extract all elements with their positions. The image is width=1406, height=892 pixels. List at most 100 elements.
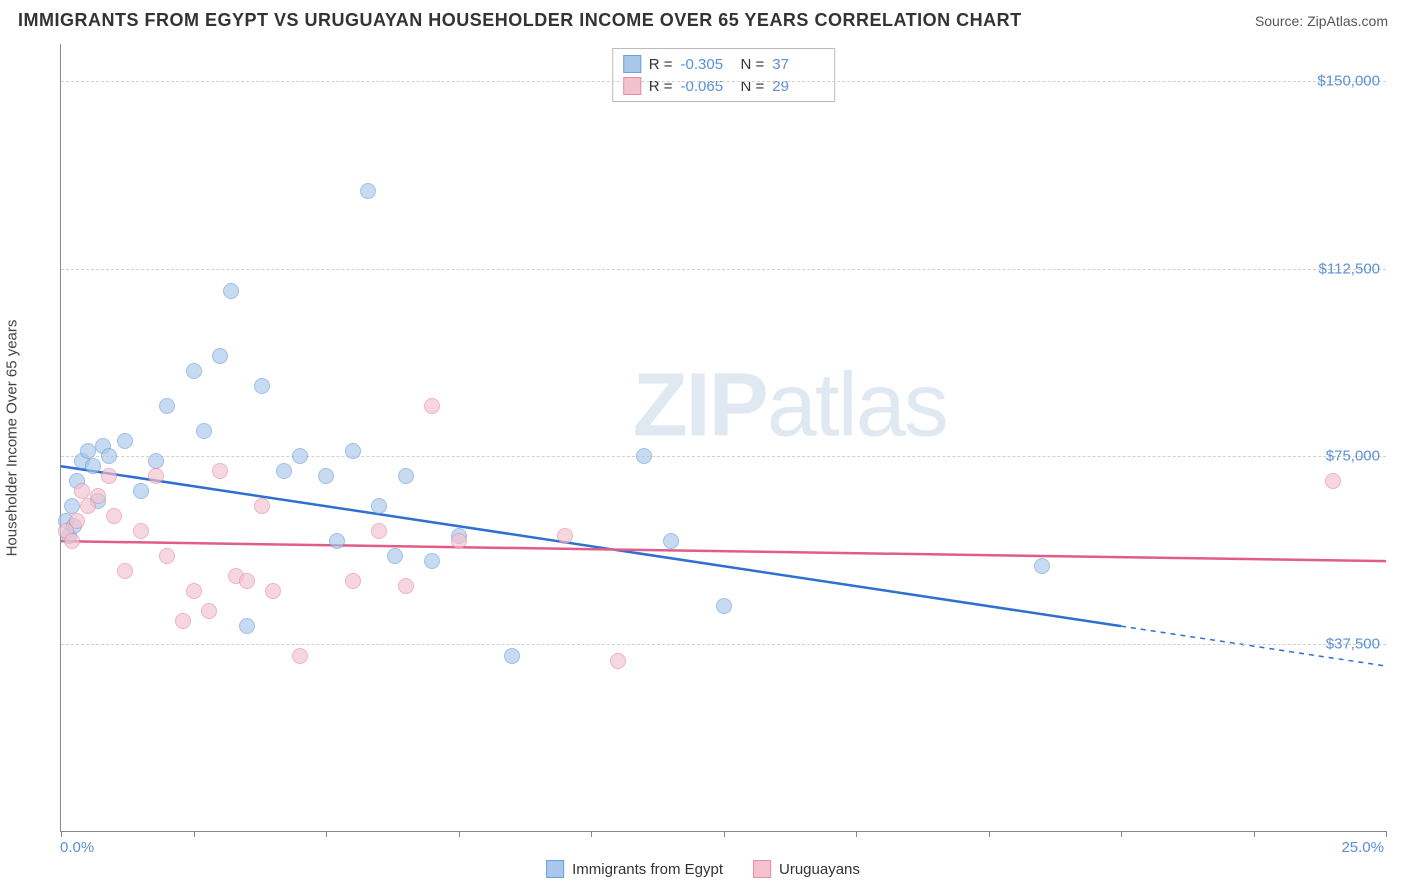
data-point <box>212 463 228 479</box>
gridline <box>61 81 1386 82</box>
x-tick <box>459 831 460 837</box>
data-point <box>254 378 270 394</box>
correlation-legend: R = -0.305 N = 37 R = -0.065 N = 29 <box>612 48 836 102</box>
n-value: 29 <box>772 78 824 95</box>
data-point <box>159 548 175 564</box>
legend-swatch <box>623 55 641 73</box>
legend-row: R = -0.065 N = 29 <box>623 75 825 97</box>
data-point <box>117 433 133 449</box>
data-point <box>239 573 255 589</box>
data-point <box>329 533 345 549</box>
data-point <box>345 443 361 459</box>
data-point <box>292 648 308 664</box>
r-label: R = <box>649 56 673 73</box>
legend-swatch <box>546 860 564 878</box>
n-label: N = <box>741 56 765 73</box>
data-point <box>196 423 212 439</box>
data-point <box>636 448 652 464</box>
data-point <box>117 563 133 579</box>
data-point <box>276 463 292 479</box>
data-point <box>663 533 679 549</box>
gridline <box>61 644 1386 645</box>
legend-row: R = -0.305 N = 37 <box>623 53 825 75</box>
source-label: Source: ZipAtlas.com <box>1255 13 1388 29</box>
x-axis-max-label: 25.0% <box>1341 839 1384 856</box>
data-point <box>360 183 376 199</box>
data-point <box>85 458 101 474</box>
data-point <box>148 468 164 484</box>
data-point <box>148 453 164 469</box>
data-point <box>1325 473 1341 489</box>
chart-area: Householder Income Over 65 years ZIPatla… <box>50 44 1386 832</box>
data-point <box>175 613 191 629</box>
r-label: R = <box>649 78 673 95</box>
data-point <box>424 398 440 414</box>
legend-swatch <box>753 860 771 878</box>
data-point <box>239 618 255 634</box>
data-point <box>186 583 202 599</box>
data-point <box>101 448 117 464</box>
gridline <box>61 269 1386 270</box>
x-tick <box>1254 831 1255 837</box>
data-point <box>212 348 228 364</box>
data-point <box>80 443 96 459</box>
data-point <box>398 468 414 484</box>
x-tick <box>989 831 990 837</box>
y-tick-label: $75,000 <box>1326 448 1380 465</box>
legend-label: Uruguayans <box>779 861 860 878</box>
data-point <box>451 533 467 549</box>
x-tick <box>1386 831 1387 837</box>
y-tick-label: $150,000 <box>1317 73 1380 90</box>
data-point <box>133 483 149 499</box>
data-point <box>387 548 403 564</box>
data-point <box>265 583 281 599</box>
legend-label: Immigrants from Egypt <box>572 861 723 878</box>
data-point <box>69 513 85 529</box>
title-bar: IMMIGRANTS FROM EGYPT VS URUGUAYAN HOUSE… <box>0 0 1406 37</box>
data-point <box>254 498 270 514</box>
data-point <box>557 528 573 544</box>
y-tick-label: $112,500 <box>1319 260 1380 277</box>
data-point <box>610 653 626 669</box>
data-point <box>345 573 361 589</box>
plot-region: ZIPatlas R = -0.305 N = 37 R = -0.065 N … <box>60 44 1386 832</box>
legend-item: Uruguayans <box>753 860 860 878</box>
x-tick <box>724 831 725 837</box>
chart-title: IMMIGRANTS FROM EGYPT VS URUGUAYAN HOUSE… <box>18 10 1022 31</box>
trend-line <box>61 541 1386 561</box>
x-tick <box>61 831 62 837</box>
data-point <box>398 578 414 594</box>
data-point <box>159 398 175 414</box>
y-tick-label: $37,500 <box>1326 635 1380 652</box>
x-tick <box>194 831 195 837</box>
data-point <box>186 363 202 379</box>
data-point <box>371 523 387 539</box>
x-tick <box>326 831 327 837</box>
series-legend: Immigrants from Egypt Uruguayans <box>546 860 860 878</box>
data-point <box>223 283 239 299</box>
gridline <box>61 456 1386 457</box>
data-point <box>133 523 149 539</box>
data-point <box>424 553 440 569</box>
data-point <box>318 468 334 484</box>
data-point <box>64 533 80 549</box>
r-value: -0.065 <box>681 78 733 95</box>
x-tick <box>591 831 592 837</box>
data-point <box>201 603 217 619</box>
legend-swatch <box>623 77 641 95</box>
data-point <box>292 448 308 464</box>
data-point <box>504 648 520 664</box>
trend-lines <box>61 44 1386 831</box>
n-value: 37 <box>772 56 824 73</box>
y-axis-label: Householder Income Over 65 years <box>4 320 21 557</box>
r-value: -0.305 <box>681 56 733 73</box>
data-point <box>1034 558 1050 574</box>
data-point <box>64 498 80 514</box>
x-tick <box>856 831 857 837</box>
n-label: N = <box>741 78 765 95</box>
x-tick <box>1121 831 1122 837</box>
x-axis-min-label: 0.0% <box>60 839 94 856</box>
data-point <box>371 498 387 514</box>
trend-line <box>61 466 1121 626</box>
data-point <box>90 488 106 504</box>
